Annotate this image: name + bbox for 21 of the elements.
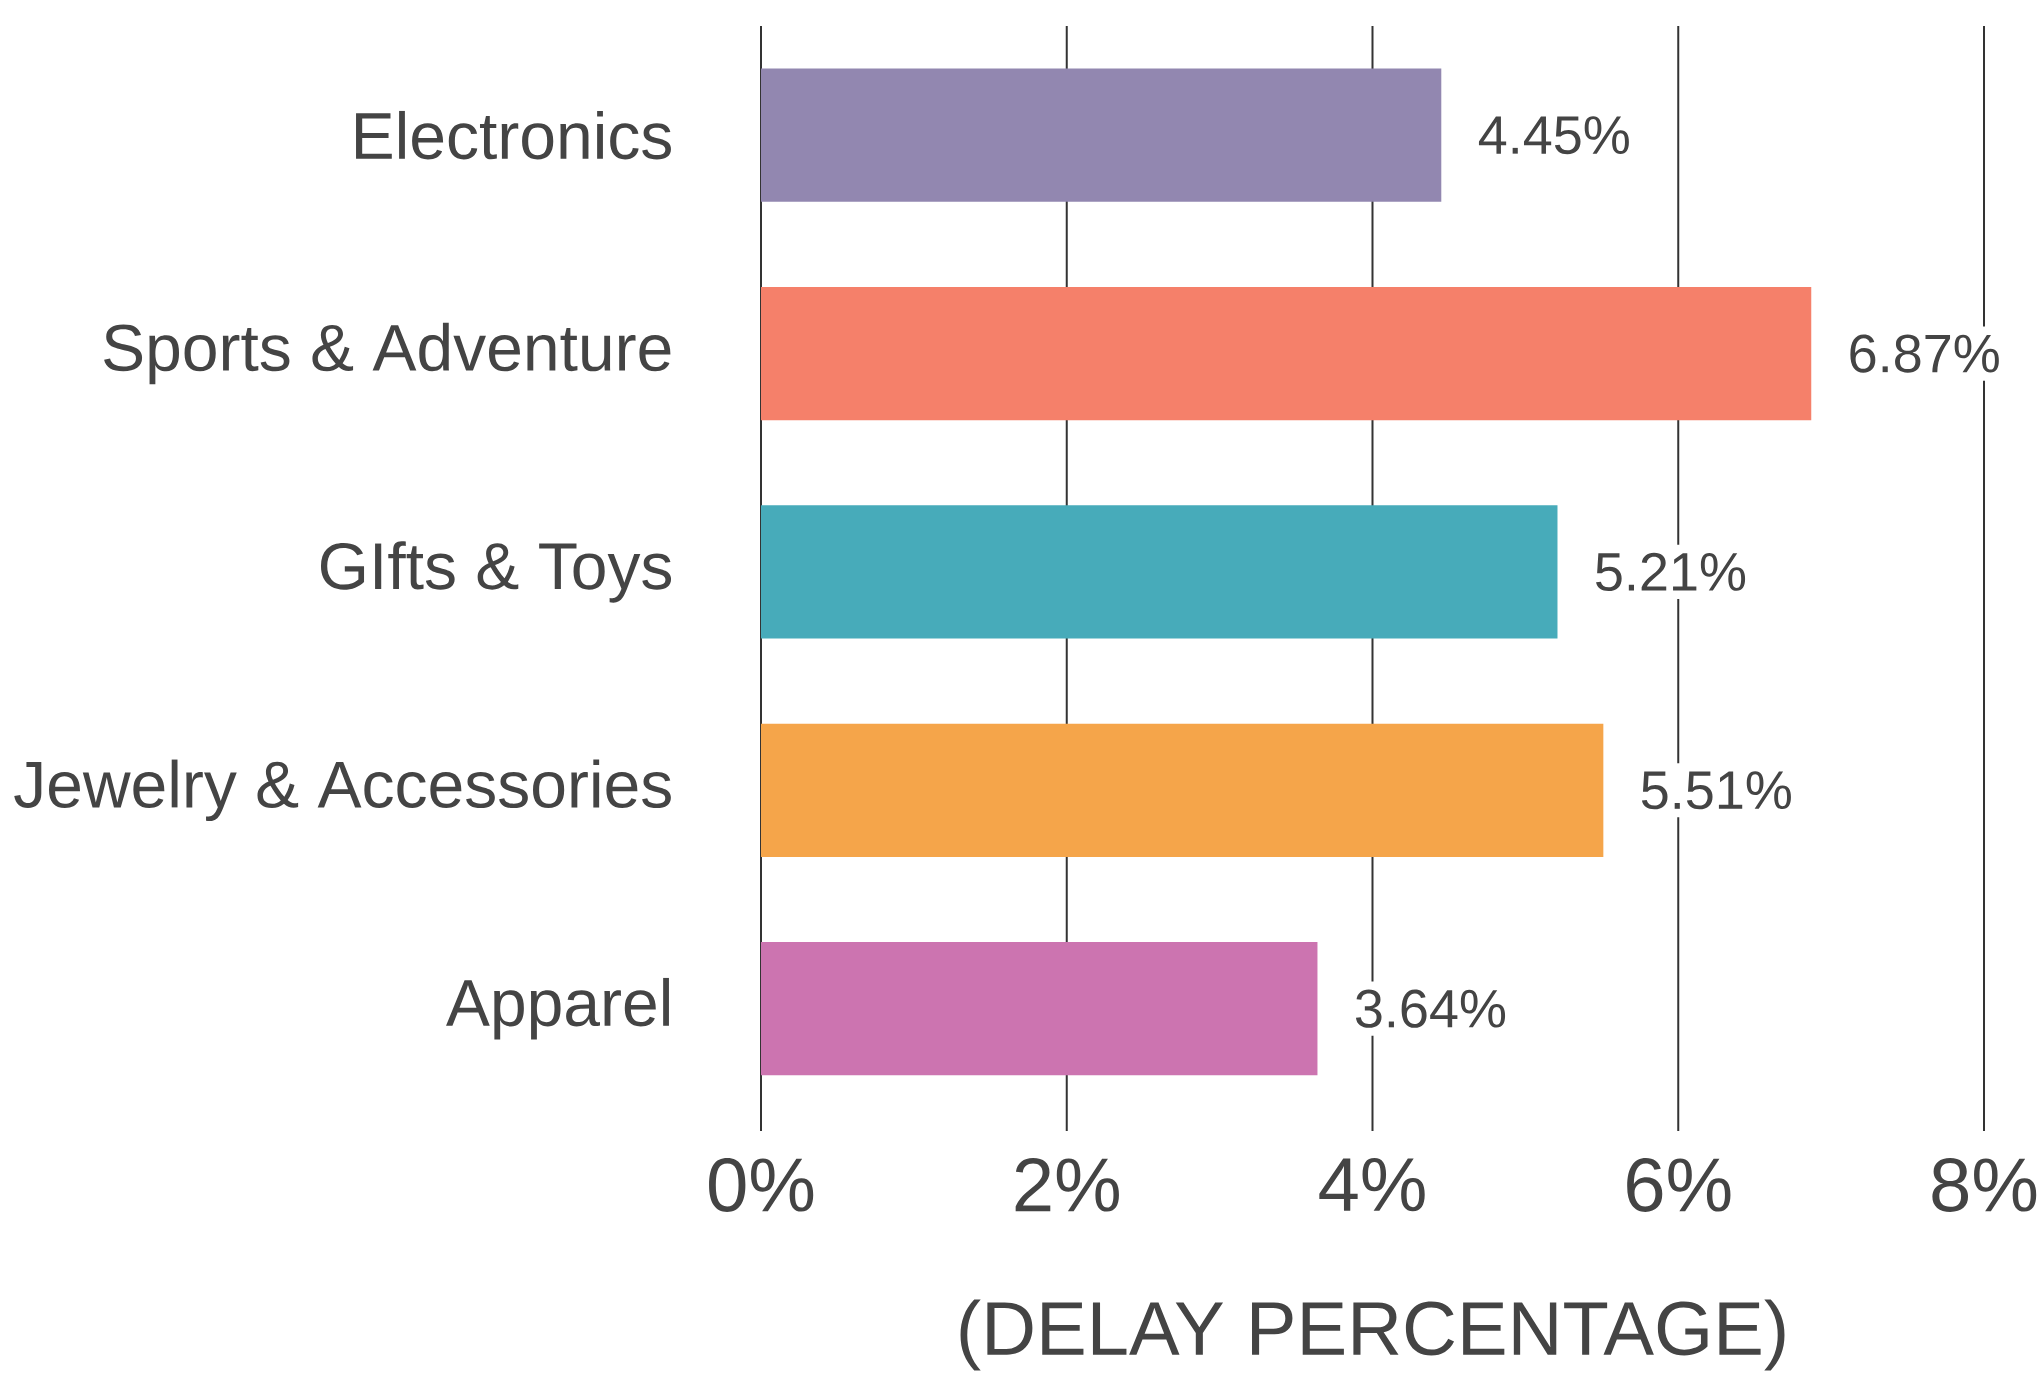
y-tick-label: GIfts & Toys <box>320 541 672 603</box>
data-label: 5.21% <box>1596 552 1746 592</box>
x-tick-label: 0% <box>709 1158 814 1212</box>
y-tick-label: Jewelry & Accessories <box>14 759 671 822</box>
y-tick-label: Apparel <box>446 977 669 1040</box>
bar <box>761 68 1442 202</box>
y-tick-label: Electronics <box>356 110 671 160</box>
data-label: 3.64% <box>1355 989 1506 1028</box>
x-tick-label: 2% <box>1015 1158 1119 1212</box>
bar <box>761 286 1812 421</box>
bar <box>761 505 1558 639</box>
data-label: 5.51% <box>1641 771 1791 810</box>
bar <box>761 723 1604 857</box>
x-axis-title: (DELAY PERCENTAGE) <box>960 1299 1785 1371</box>
bar <box>761 942 1318 1076</box>
data-label: 6.87% <box>1850 334 1999 373</box>
x-tick-label: 4% <box>1319 1158 1425 1212</box>
y-tick-label: Sports & Adventure <box>104 322 671 385</box>
data-label: 4.45% <box>1478 116 1629 155</box>
x-tick-label: 6% <box>1627 1158 1731 1212</box>
x-tick-label: 8% <box>1932 1158 2037 1212</box>
